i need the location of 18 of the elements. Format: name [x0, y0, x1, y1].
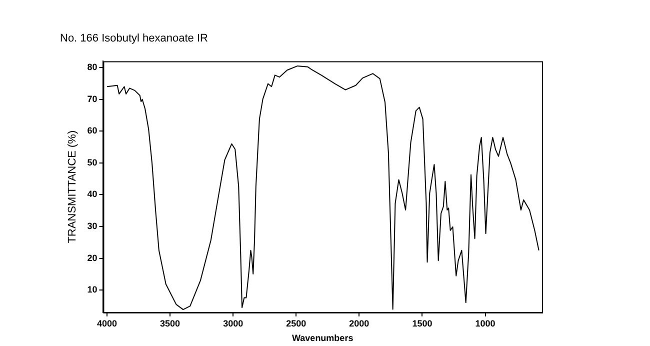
x-tick-label: 3000: [223, 318, 244, 328]
y-tick-label: 30: [87, 221, 98, 232]
x-tick-label: 1000: [475, 318, 496, 328]
chart-title: No. 166 Isobutyl hexanoate IR: [60, 32, 208, 45]
x-tick-label: 2500: [286, 318, 306, 328]
y-tick-label: 50: [87, 157, 98, 168]
y-tick-label: 40: [87, 189, 98, 200]
x-tick-label: 3500: [160, 318, 180, 328]
y-tick-label: 10: [87, 284, 98, 295]
y-tick-label: 60: [87, 126, 98, 136]
x-tick-label: 4000: [96, 318, 118, 328]
y-tick-label: 70: [87, 94, 98, 104]
y-tick-label: 80: [87, 62, 98, 72]
x-tick-label: 2000: [349, 318, 370, 328]
y-axis-title: TRANSMITTANCE (%): [66, 130, 79, 244]
x-axis-title: Wavenumbers: [292, 333, 354, 344]
y-tick-label: 20: [87, 252, 98, 263]
x-tick-label: 1500: [412, 318, 432, 328]
